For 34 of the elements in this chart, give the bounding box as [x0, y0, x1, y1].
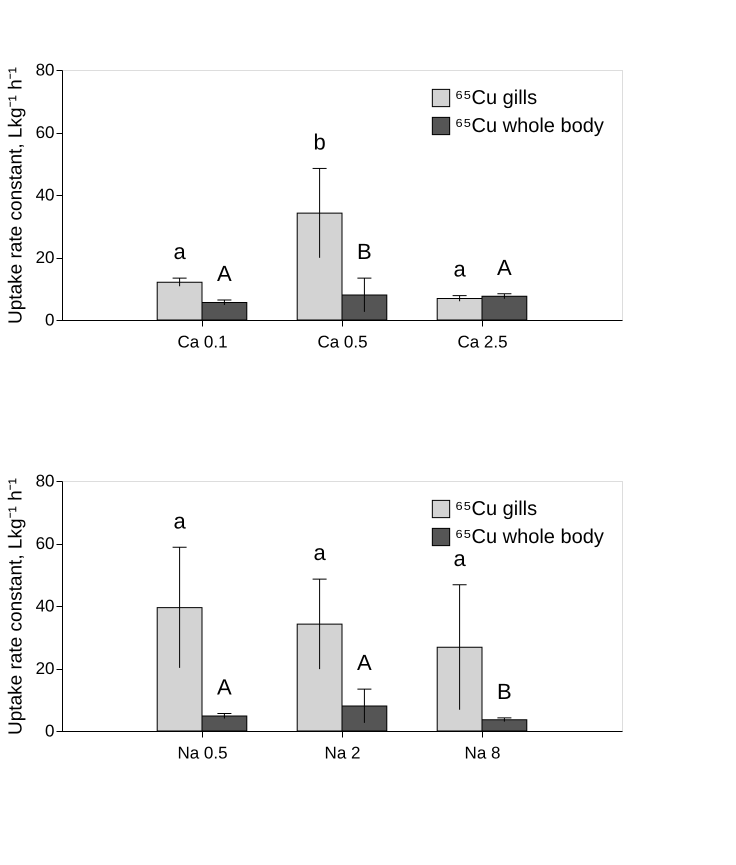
annotation: a: [453, 546, 466, 571]
legend-label: ⁶⁵Cu gills: [455, 498, 538, 520]
legend-label: ⁶⁵Cu whole body: [455, 526, 604, 548]
y-tick-label: 0: [45, 722, 54, 740]
y-tick-label: 20: [36, 659, 54, 678]
annotation: a: [313, 540, 326, 566]
y-tick-label: 60: [36, 534, 54, 553]
legend-label: ⁶⁵Cu whole body: [455, 115, 604, 137]
x-tick-label: Na 8: [464, 744, 500, 762]
annotation: a: [453, 256, 466, 282]
y-tick-label: 60: [36, 123, 54, 142]
x-tick-label: Ca 2.5: [457, 332, 508, 352]
x-tick-label: Ca 0.5: [317, 332, 368, 352]
x-tick-label: Na 0.5: [177, 744, 228, 762]
y-tick-label: 40: [36, 596, 54, 616]
y-axis-title: Uptake rate constant, Lkg⁻¹ h⁻¹: [6, 66, 27, 324]
annotation: B: [497, 678, 512, 704]
x-tick-label: Na 2: [324, 744, 360, 762]
y-tick-label: 0: [45, 310, 54, 330]
annotation: A: [357, 650, 372, 676]
annotation: b: [313, 129, 326, 154]
annotation: A: [217, 261, 232, 286]
annotation: a: [173, 239, 186, 264]
y-tick-label: 20: [36, 248, 54, 267]
annotation: a: [173, 508, 186, 534]
y-tick-label: 80: [36, 60, 54, 80]
annotation: B: [357, 239, 372, 264]
annotation: A: [217, 674, 232, 700]
y-axis-title: Uptake rate constant, Lkg⁻¹ h⁻¹: [6, 478, 27, 736]
annotation: A: [497, 254, 512, 280]
x-tick-label: Ca 0.1: [177, 332, 228, 352]
y-tick-label: 80: [36, 472, 54, 490]
legend-label: ⁶⁵Cu gills: [455, 87, 538, 109]
y-tick-label: 40: [36, 186, 54, 204]
